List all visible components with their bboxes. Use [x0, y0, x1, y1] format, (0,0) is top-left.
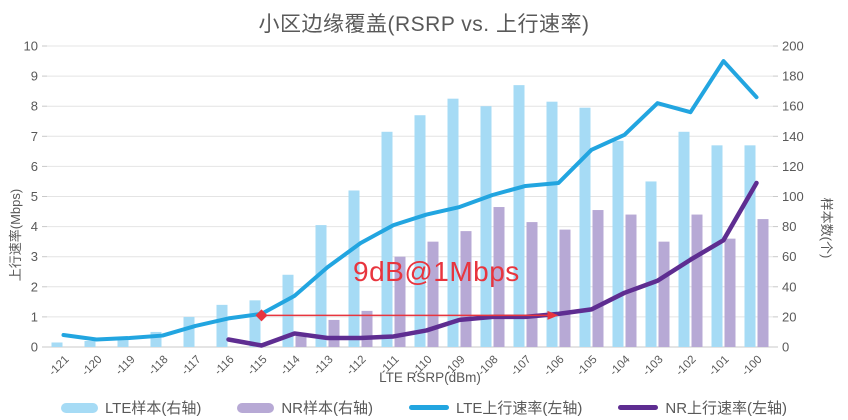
right-axis-tick-labels: 0 20 40 60 80 100 120 140 160 180 200 — [782, 39, 804, 355]
legend-label-nr-samples: NR样本(右轴) — [281, 400, 373, 417]
nr-rate-swatch — [618, 405, 659, 410]
bar — [183, 316, 195, 347]
bar — [559, 229, 571, 347]
annotation-arrow — [255, 309, 559, 322]
bar — [612, 140, 624, 347]
svg-text:-118: -118 — [146, 354, 170, 378]
svg-text:120: 120 — [782, 159, 804, 174]
bar — [315, 225, 327, 347]
svg-text:5: 5 — [31, 189, 38, 204]
svg-text:-120: -120 — [80, 354, 105, 379]
svg-text:8: 8 — [31, 99, 38, 114]
bar — [84, 340, 96, 347]
right-axis-title: 样本数(个) — [819, 197, 834, 259]
bar — [724, 238, 736, 347]
svg-text:0: 0 — [782, 340, 789, 355]
bar — [249, 300, 261, 347]
svg-text:-103: -103 — [641, 354, 666, 379]
svg-text:-102: -102 — [674, 354, 699, 379]
nr-rate-line — [226, 180, 759, 348]
bar — [447, 98, 459, 347]
bar — [757, 219, 769, 347]
bar — [513, 85, 525, 347]
nr-sample-bars — [295, 207, 769, 347]
svg-text:40: 40 — [782, 279, 796, 294]
svg-text:20: 20 — [782, 309, 796, 324]
bar — [480, 106, 492, 347]
bar — [460, 231, 472, 347]
legend-item-lte-samples: LTE样本(右轴) — [60, 397, 202, 418]
bar — [361, 310, 373, 347]
bar — [414, 115, 426, 347]
lte-rate-swatch — [409, 405, 449, 410]
svg-text:9: 9 — [31, 69, 38, 84]
bar — [282, 274, 294, 347]
svg-text:-104: -104 — [608, 353, 633, 378]
bar — [348, 190, 360, 347]
bar — [216, 304, 228, 347]
svg-text:60: 60 — [782, 249, 796, 264]
svg-text:0: 0 — [31, 340, 38, 355]
svg-text:160: 160 — [782, 99, 804, 114]
bar — [658, 241, 670, 347]
bar — [394, 256, 406, 347]
legend-label-lte-samples: LTE样本(右轴) — [104, 400, 202, 417]
bar — [691, 214, 703, 347]
lte-samples-swatch — [60, 402, 98, 413]
svg-text:180: 180 — [782, 69, 804, 84]
bar — [150, 331, 162, 347]
svg-text:-119: -119 — [113, 354, 137, 378]
legend-label-nr-rate: NR上行速率(左轴) — [665, 400, 788, 417]
svg-text:10: 10 — [24, 39, 38, 54]
bar — [295, 333, 307, 347]
bar — [493, 207, 505, 347]
svg-text:2: 2 — [31, 279, 38, 294]
legend-label-lte-rate: LTE上行速率(左轴) — [456, 400, 583, 417]
bar — [546, 101, 558, 347]
svg-text:7: 7 — [31, 129, 38, 144]
legend-item-lte-rate: LTE上行速率(左轴) — [409, 397, 582, 418]
bar — [678, 131, 690, 347]
annotation-text: 9dB@1Mbps — [353, 256, 520, 287]
bar — [744, 145, 756, 347]
svg-text:-117: -117 — [179, 354, 203, 378]
bar — [625, 214, 637, 347]
x-axis-title: LTE RSRP(dBm) — [379, 370, 481, 385]
left-axis-title: 上行速率(Mbps) — [8, 188, 23, 282]
svg-text:-105: -105 — [575, 354, 600, 379]
svg-text:4: 4 — [31, 219, 38, 234]
legend-item-nr-samples: NR样本(右轴) — [237, 397, 373, 418]
left-axis-tick-labels: 0 1 2 3 4 5 6 7 8 9 10 — [24, 39, 38, 355]
bar — [526, 222, 538, 347]
svg-text:140: 140 — [782, 129, 804, 144]
svg-text:6: 6 — [31, 159, 38, 174]
svg-text:-100: -100 — [740, 354, 765, 379]
lte-rate-line — [61, 59, 759, 342]
svg-text:-115: -115 — [245, 354, 269, 378]
diamond-marker-icon — [255, 309, 268, 322]
svg-text:200: 200 — [782, 39, 804, 54]
bar — [328, 319, 340, 347]
svg-text:-121: -121 — [47, 354, 72, 379]
bar — [645, 181, 657, 347]
svg-text:-116: -116 — [212, 354, 236, 378]
svg-text:1: 1 — [31, 309, 38, 324]
bar — [381, 131, 393, 347]
bar — [427, 241, 439, 347]
arrowhead-icon — [547, 310, 559, 320]
svg-text:80: 80 — [782, 219, 796, 234]
chart-legend: LTE样本(右轴) NR样本(右轴) LTE上行速率(左轴) NR上行速率(左轴… — [0, 397, 848, 418]
bar — [51, 342, 63, 347]
bar — [592, 210, 604, 347]
bar — [579, 107, 591, 347]
legend-item-nr-rate: NR上行速率(左轴) — [618, 397, 787, 418]
svg-text:100: 100 — [782, 189, 804, 204]
bar — [117, 339, 129, 347]
svg-text:3: 3 — [31, 249, 38, 264]
chart-title: 小区边缘覆盖(RSRP vs. 上行速率) — [258, 13, 590, 36]
svg-text:-101: -101 — [707, 354, 732, 379]
nr-samples-swatch — [237, 402, 275, 413]
